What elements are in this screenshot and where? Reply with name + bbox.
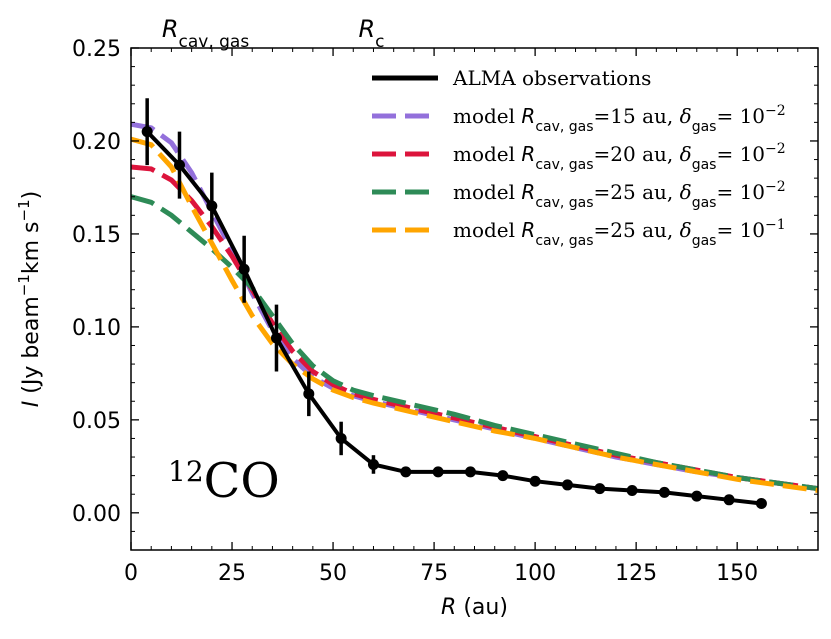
y-tick-label: 0.00	[72, 502, 121, 527]
top-markers: Rcav, gas Rc	[162, 15, 385, 52]
x-tick-label: 25	[218, 561, 246, 586]
observation-point	[691, 490, 703, 502]
observation-point	[658, 486, 670, 498]
observation-point	[270, 332, 282, 344]
x-tick-label: 150	[716, 561, 758, 586]
legend-label-model-4: model Rcav, gas=25 au, δgas= 10−1	[453, 217, 786, 249]
model-curve-2	[131, 164, 818, 492]
top-marker-rcav-gas: Rcav, gas	[162, 15, 250, 52]
model-curve-3	[131, 194, 818, 492]
y-tick-label: 0.05	[72, 409, 121, 434]
observation-point	[723, 494, 735, 506]
observation-point	[432, 466, 444, 478]
y-axis-label: I (Jy beam−1km s−1)	[15, 191, 44, 407]
x-tick-label: 100	[514, 561, 556, 586]
observation-point	[626, 485, 638, 497]
molecule-label: 12CO	[168, 453, 280, 509]
y-tick-label: 0.15	[72, 223, 121, 248]
observation-point	[206, 200, 218, 212]
legend-label-model-2: model Rcav, gas=20 au, δgas= 10−2	[453, 141, 786, 173]
observation-point	[497, 470, 509, 482]
observation-point	[141, 126, 153, 138]
observation-point	[464, 466, 476, 478]
top-marker-rc: Rc	[358, 15, 384, 52]
y-tick-label: 0.20	[72, 130, 121, 155]
observation-point	[594, 483, 606, 495]
observation-point	[561, 479, 573, 491]
y-tick-label: 0.10	[72, 316, 121, 341]
observation-point	[335, 432, 347, 444]
x-tick-label: 75	[420, 561, 448, 586]
model-curve-1	[131, 121, 818, 492]
model-curve-4	[131, 136, 818, 493]
observation-point	[303, 388, 315, 400]
legend-label-observations: ALMA observations	[452, 66, 651, 90]
legend-label-model-1: model Rcav, gas=15 au, δgas= 10−2	[453, 103, 786, 135]
observation-point	[400, 466, 412, 478]
x-tick-label: 0	[124, 561, 138, 586]
observations-group	[141, 98, 767, 510]
observation-point	[238, 263, 250, 275]
y-tick-label: 0.25	[72, 37, 121, 62]
x-axis: 0 25 50 75 100 125 150	[124, 48, 799, 586]
observation-point	[755, 498, 767, 510]
x-tick-label: 125	[615, 561, 657, 586]
x-axis-label: R (au)	[441, 595, 508, 620]
observation-point	[173, 159, 185, 171]
legend: ALMA observations model Rcav, gas=15 au, …	[372, 66, 786, 249]
observation-point	[367, 458, 379, 470]
observation-point	[529, 475, 541, 487]
legend-label-model-3: model Rcav, gas=25 au, δgas= 10−2	[453, 179, 786, 211]
y-axis: 0.00 0.05 0.10 0.15 0.20 0.25	[72, 37, 818, 532]
x-tick-label: 50	[319, 561, 347, 586]
